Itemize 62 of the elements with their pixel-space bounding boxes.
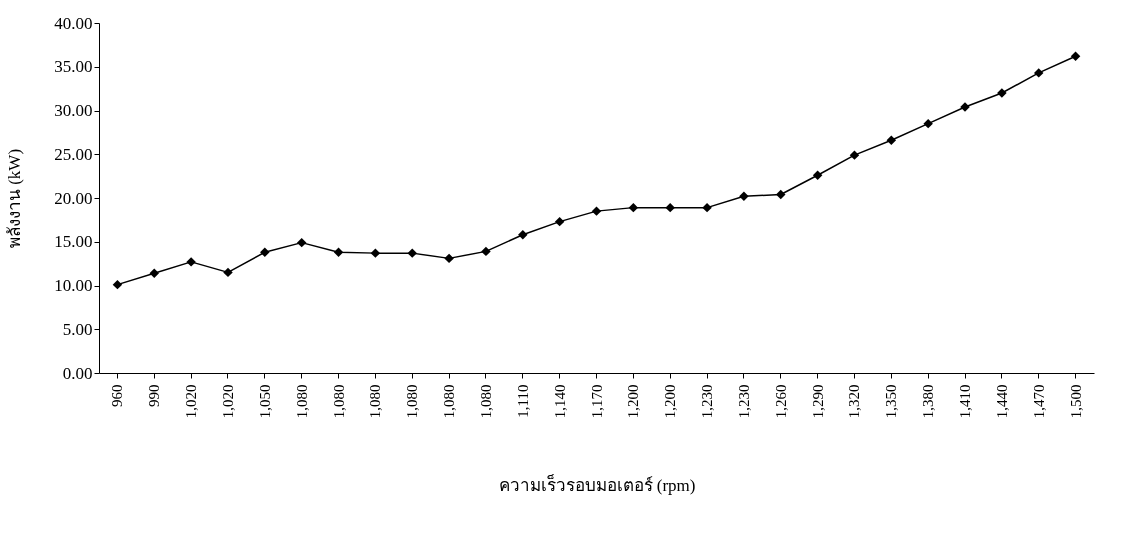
x-axis-title: ความเร็วรอบมอเตอร์ (rpm) <box>498 474 696 496</box>
x-tick-label: 1,050 <box>256 384 273 419</box>
point <box>518 230 528 240</box>
x-tick-label: 1,080 <box>441 384 458 419</box>
y-tick-label: 25.00 <box>54 144 93 164</box>
x-tick-label: 1,350 <box>883 384 900 419</box>
point <box>812 170 823 180</box>
x-tick-label: 1,080 <box>477 384 494 419</box>
point <box>260 247 270 257</box>
point <box>591 206 602 216</box>
point <box>849 150 860 160</box>
x-tick-label: 1,020 <box>183 384 200 419</box>
y-tick-label: 20.00 <box>54 188 93 208</box>
x-tick-label: 1,470 <box>1030 384 1047 419</box>
y-tick-label: 10.00 <box>54 276 93 295</box>
point <box>776 189 786 200</box>
point <box>886 135 897 145</box>
x-tick-label: 1,320 <box>846 384 863 419</box>
y-tick-label: 15.00 <box>54 232 93 252</box>
y-tick-label: 5.00 <box>62 319 93 339</box>
x-tick-label: 1,080 <box>330 384 347 419</box>
point <box>665 202 675 213</box>
point <box>923 118 933 129</box>
point <box>739 191 749 201</box>
x-tick-label: 1,170 <box>588 384 605 419</box>
x-tick-label: 1,080 <box>404 384 421 419</box>
point <box>702 202 712 213</box>
x-tick-label: 1,200 <box>662 384 679 419</box>
point <box>1033 68 1044 78</box>
x-tick-label: 1,440 <box>993 384 1010 419</box>
x-tick-label: 990 <box>146 384 163 407</box>
point <box>407 248 417 258</box>
point <box>370 248 381 258</box>
x-tick-label: 1,080 <box>367 384 384 419</box>
point <box>444 253 454 264</box>
x-tick-label: 1,410 <box>957 384 974 419</box>
x-tick-label: 1,200 <box>625 384 642 419</box>
point <box>481 246 491 257</box>
y-axis-title: พลังงาน (kW) <box>5 148 25 249</box>
y-tick-label: 40.00 <box>54 13 93 33</box>
x-tick-label: 1,080 <box>293 384 310 419</box>
point <box>628 202 639 213</box>
point <box>149 268 160 278</box>
y-tick-label: 35.00 <box>54 57 93 77</box>
point <box>296 237 307 248</box>
x-tick-label: 1,500 <box>1067 384 1084 419</box>
point <box>554 216 565 227</box>
y-tick-label: 30.00 <box>54 101 93 120</box>
x-tick-label: 1,230 <box>699 384 716 419</box>
x-tick-label: 1,290 <box>809 384 826 419</box>
point <box>112 279 123 290</box>
x-tick-label: 1,260 <box>772 384 789 419</box>
x-tick-label: 1,230 <box>735 384 752 419</box>
point <box>1070 51 1081 61</box>
y-tick-label: 0.00 <box>62 363 93 383</box>
x-tick-label: 1,110 <box>514 384 531 418</box>
x-tick-label: 960 <box>109 384 126 407</box>
x-tick-label: 1,380 <box>920 384 937 419</box>
x-tick-label: 1,140 <box>551 384 568 419</box>
x-tick-label: 1,020 <box>219 384 236 419</box>
point <box>333 247 344 257</box>
point <box>223 267 233 278</box>
